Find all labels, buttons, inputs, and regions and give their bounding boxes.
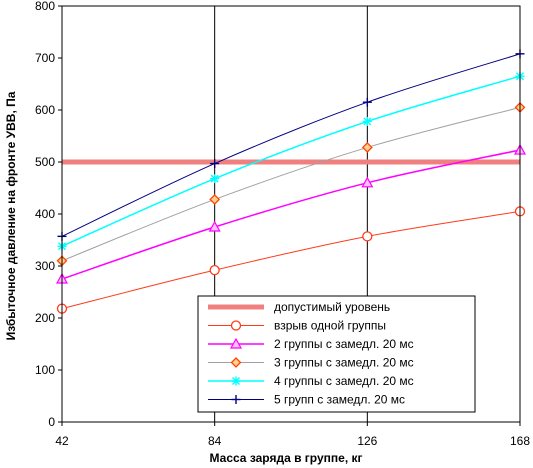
point-marker	[229, 337, 243, 349]
legend-label: 2 группы с замедл. 20 мс	[274, 337, 414, 351]
axis-layer: 0 100 200 300 400 500 600 700 800 42 84 126 168	[35, 0, 530, 448]
point-marker	[362, 231, 373, 242]
legend-item: 4 группы с замедл. 20 мс	[208, 374, 414, 388]
y-tick-label: 100	[35, 363, 55, 377]
x-tick-label: 42	[55, 434, 69, 448]
series-6	[57, 49, 525, 241]
y-tick-label: 700	[35, 51, 55, 65]
legend-items: допустимый уровень взрыв одной группы 2 гр…	[208, 300, 414, 407]
x-axis-title: Масса заряда в группе, кг	[210, 451, 363, 465]
x-tick-label: 84	[208, 434, 222, 448]
legend-label: 4 группы с замедл. 20 мс	[274, 374, 414, 388]
series-line	[61, 53, 521, 237]
y-tick-label: 800	[35, 0, 55, 13]
legend-label: взрыв одной группы	[274, 319, 386, 333]
point-marker	[208, 220, 221, 232]
series-line	[61, 106, 521, 262]
legend-item: допустимый уровень	[208, 300, 390, 314]
series-line	[61, 210, 521, 310]
x-tick-label: 168	[510, 434, 530, 448]
y-tick-label: 400	[35, 207, 55, 221]
legend: допустимый уровень взрыв одной группы 2 гр…	[197, 295, 476, 413]
legend-item: взрыв одной группы	[208, 319, 386, 333]
point-marker	[210, 174, 220, 184]
series-3	[55, 143, 527, 284]
point-marker	[362, 97, 372, 107]
point-marker	[209, 194, 221, 205]
point-marker	[361, 176, 374, 188]
series-4	[56, 101, 526, 267]
point-marker	[361, 142, 373, 153]
point-marker	[231, 395, 241, 404]
legend-item: 5 групп с замедл. 20 мс	[208, 393, 405, 407]
y-tick-label: 300	[35, 259, 55, 273]
series-line	[61, 149, 521, 280]
legend-item: 2 группы с замедл. 20 мс	[208, 337, 414, 351]
point-marker	[230, 320, 242, 331]
y-tick-label: 500	[35, 155, 55, 169]
point-marker	[209, 265, 220, 276]
point-marker	[210, 159, 220, 169]
legend-label: 3 группы с замедл. 20 мс	[274, 356, 414, 370]
legend-box	[197, 295, 476, 413]
y-tick-label: 200	[35, 311, 55, 325]
point-marker	[231, 376, 241, 386]
legend-label: 5 групп с замедл. 20 мс	[274, 393, 405, 407]
series-line	[61, 75, 521, 247]
y-axis-title: Избыточное давление на фронте УВВ, Па	[4, 91, 18, 340]
x-tick-label: 126	[357, 434, 377, 448]
y-tick-label: 0	[48, 415, 55, 429]
legend-label: допустимый уровень	[274, 300, 390, 314]
point-marker	[362, 116, 372, 126]
point-marker	[230, 357, 242, 368]
legend-item: 3 группы с замедл. 20 мс	[208, 356, 414, 370]
y-tick-label: 600	[35, 103, 55, 117]
series-layer	[55, 49, 527, 314]
